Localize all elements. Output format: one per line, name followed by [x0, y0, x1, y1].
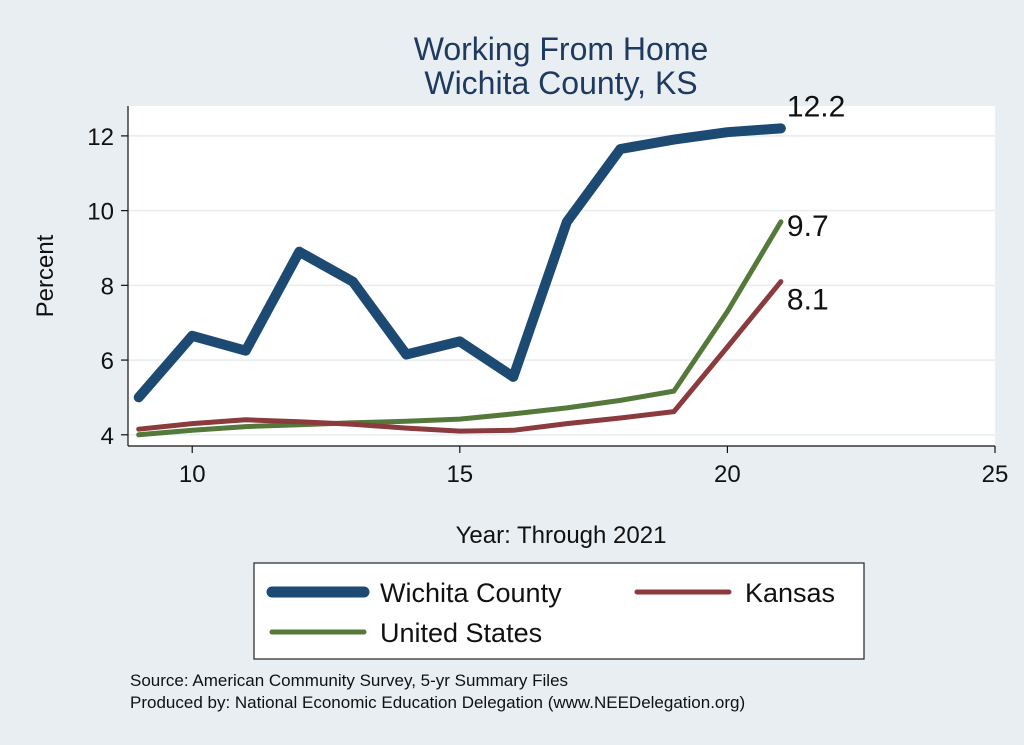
legend-label-wichita-county: Wichita County: [380, 578, 562, 608]
series-line-wichita-county: [133, 123, 786, 403]
x-tick-label: 25: [982, 461, 1009, 488]
y-axis-title: Percent: [32, 234, 59, 317]
grid-lines: [128, 135, 995, 436]
y-tick-label: 10: [87, 199, 114, 226]
producer-note: Produced by: National Economic Education…: [130, 693, 745, 712]
series-line-united-states: [136, 219, 784, 438]
plot-area: [128, 106, 995, 446]
x-tick-label: 15: [446, 461, 473, 488]
x-tick-label: 20: [714, 461, 741, 488]
legend: Wichita County Kansas United States: [253, 562, 865, 660]
y-tick-label: 8: [101, 273, 114, 300]
chart-title-line-1: Working From Home: [414, 31, 709, 67]
y-tick-label: 6: [101, 348, 114, 375]
y-tick-label: 4: [101, 423, 114, 450]
chart-title-line-2: Wichita County, KS: [424, 65, 697, 101]
end-label-united-states: 9.7: [787, 210, 829, 243]
x-tick-label: 10: [179, 461, 206, 488]
series-line-kansas: [136, 279, 784, 434]
x-axis-title: Year: Through 2021: [456, 522, 667, 549]
y-tick-label: 12: [87, 124, 114, 151]
source-note: Source: American Community Survey, 5-yr …: [130, 671, 568, 690]
legend-label-united-states: United States: [380, 618, 542, 648]
legend-label-kansas: Kansas: [745, 578, 835, 608]
axis-ticks: 4 6 8 10 12 10 15 20 25: [87, 124, 1008, 488]
end-labels: 12.2 8.1 9.7: [787, 90, 845, 316]
end-label-wichita-county: 12.2: [787, 90, 845, 123]
end-label-kansas: 8.1: [787, 284, 829, 317]
legend-box: [253, 562, 865, 660]
series-lines: [133, 123, 786, 438]
